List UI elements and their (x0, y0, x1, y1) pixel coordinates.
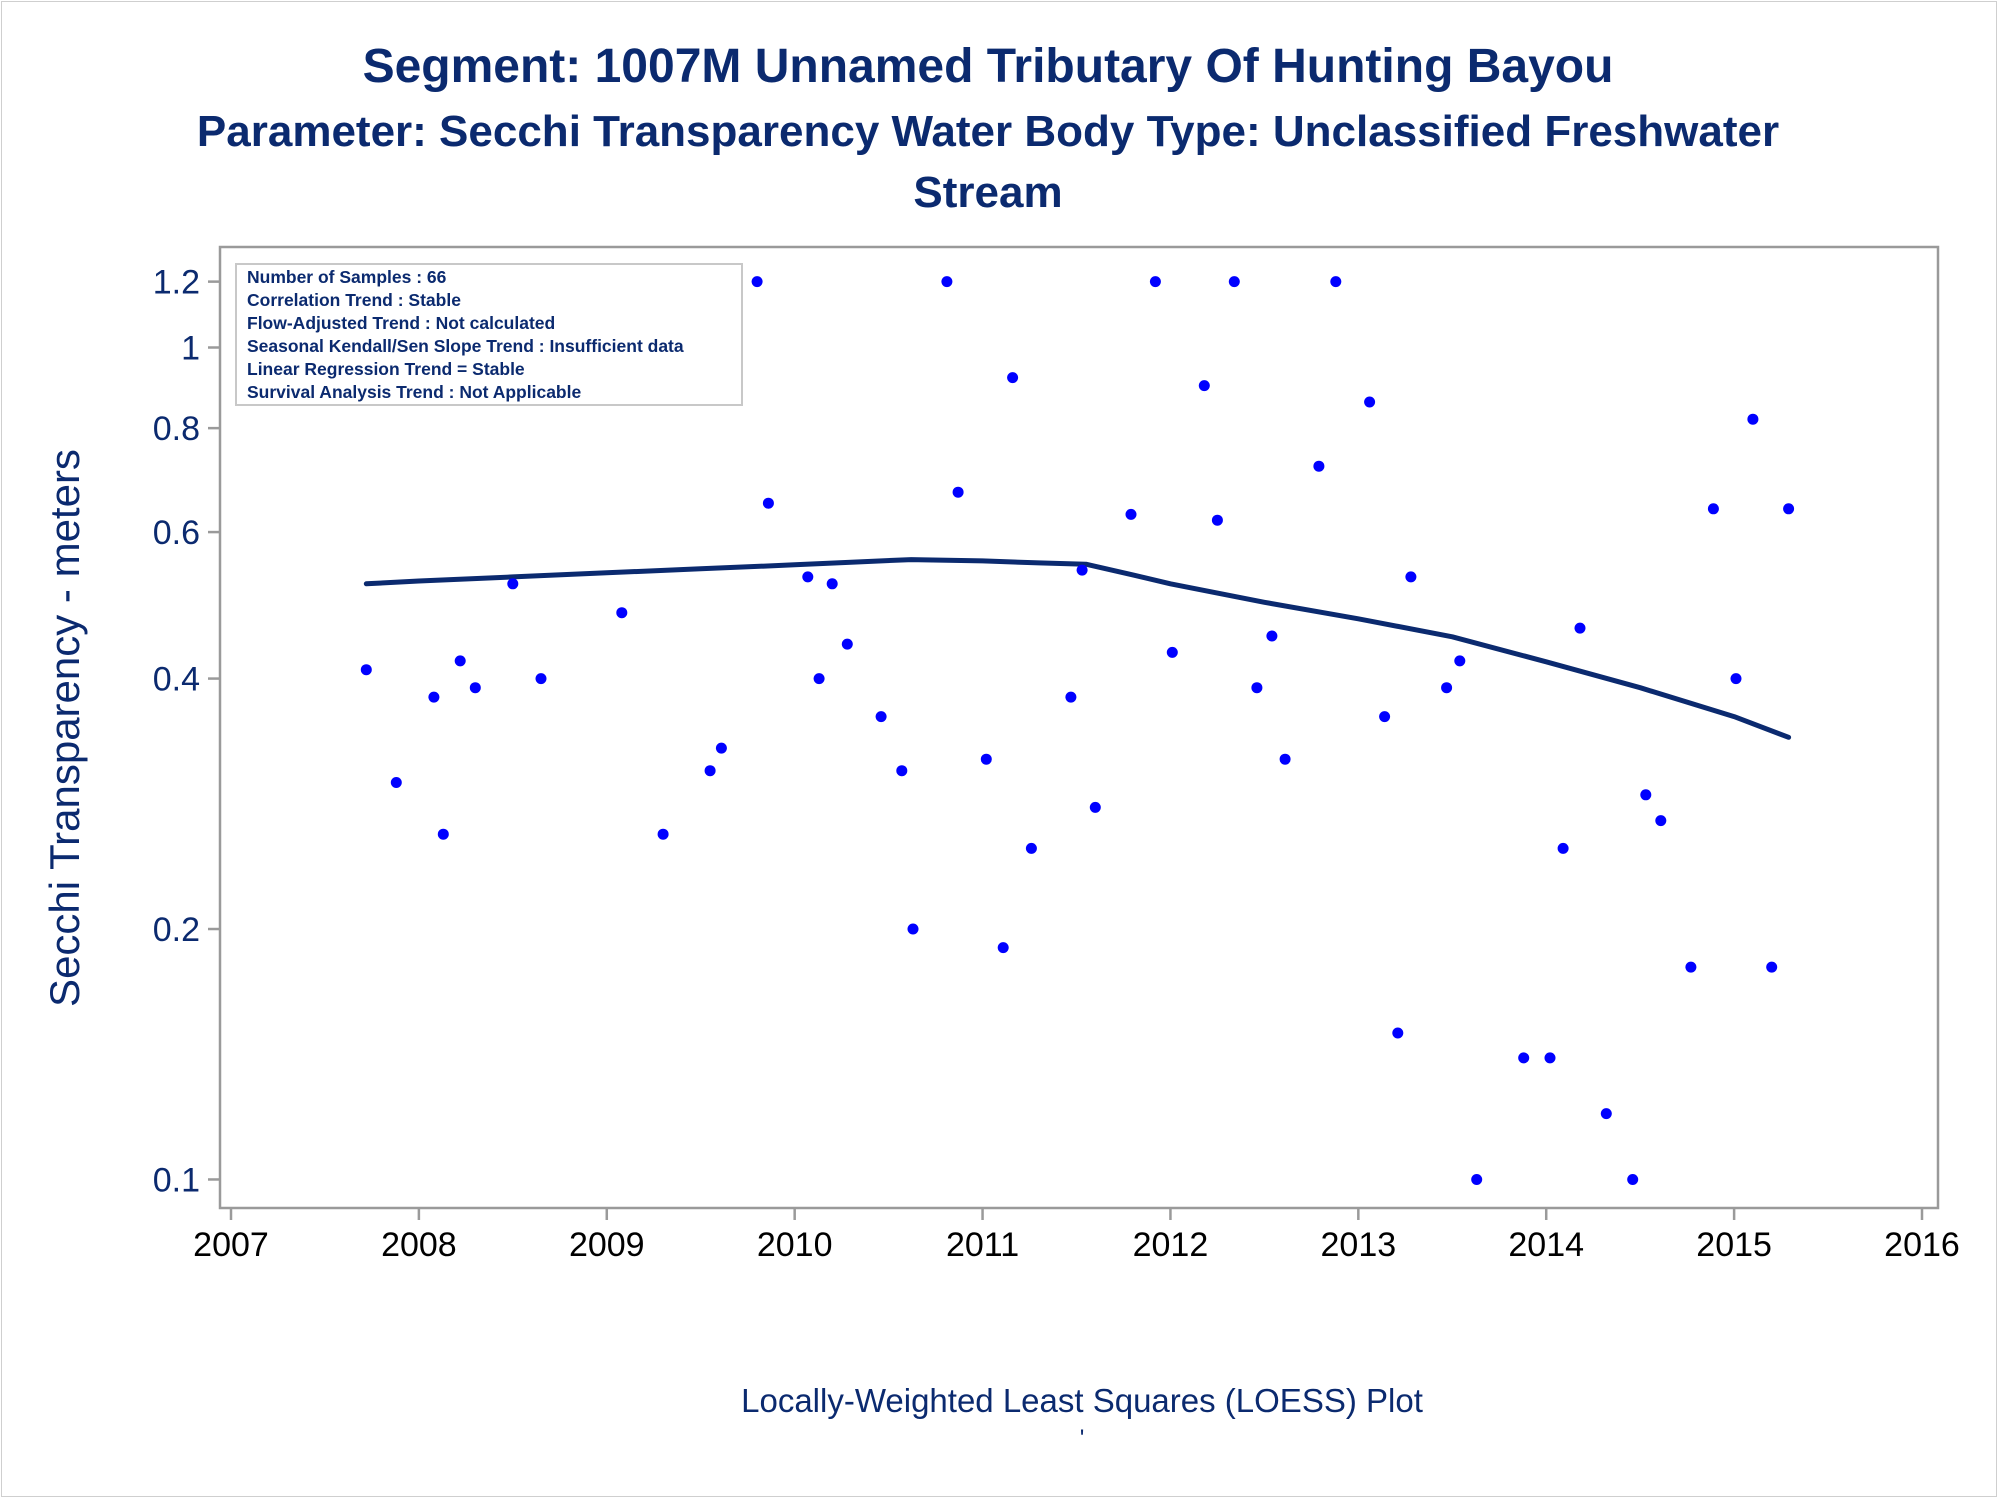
stats-line-seasonal-kendall: Seasonal Kendall/Sen Slope Trend : Insuf… (247, 336, 684, 356)
data-point (507, 578, 519, 590)
data-point (896, 765, 908, 777)
data-point (952, 486, 964, 498)
data-point (1600, 1108, 1612, 1120)
data-point (1251, 682, 1263, 694)
data-point (875, 711, 887, 723)
data-point (1574, 622, 1586, 634)
data-point (1089, 801, 1101, 813)
loess-trend-line (363, 557, 1792, 740)
x-axis-label: Locally-Weighted Least Squares (LOESS) P… (741, 1382, 1423, 1419)
data-point (1454, 655, 1466, 667)
stats-box-border (235, 263, 743, 406)
data-point (1730, 673, 1742, 685)
stats-line-samples: Number of Samples : 66 (247, 267, 447, 287)
x-tick-label: 2014 (1508, 1226, 1584, 1264)
stats-line-linear-regression: Linear Regression Trend = Stable (247, 359, 525, 379)
footnote-mark: ' (1080, 1425, 1085, 1452)
data-point (980, 753, 992, 765)
y-axis-label: Secchi Transparency - meters (41, 449, 88, 1007)
data-point (428, 691, 440, 703)
data-point (437, 828, 449, 840)
data-point (1125, 508, 1137, 520)
stats-line-flow-adjusted: Flow-Adjusted Trend : Not calculated (247, 313, 555, 333)
data-point (1544, 1052, 1556, 1064)
data-point (704, 765, 716, 777)
data-point (1685, 961, 1697, 973)
chart-title: Segment: 1007M Unnamed Tributary Of Hunt… (363, 40, 1614, 93)
data-point (469, 682, 481, 694)
y-axis: 0.1 0.2 0.4 0.6 0.8 1 1.2 (153, 264, 220, 1199)
data-point (1076, 564, 1088, 576)
data-point (1627, 1174, 1639, 1185)
x-axis: 2007 2008 2009 2010 2011 2012 2013 2014 2015 2016 (193, 1208, 1960, 1264)
y-tick-label: 0.1 (153, 1161, 200, 1199)
data-point (616, 607, 628, 619)
data-point (1149, 276, 1161, 288)
data-point (751, 276, 763, 288)
chart-subtitle-line-1: Parameter: Secchi Transparency Water Bod… (197, 107, 1779, 156)
data-point (907, 923, 919, 935)
data-point (1007, 372, 1019, 384)
stats-box: Number of Samples : 66 Correlation Trend… (235, 263, 743, 406)
data-point (535, 673, 547, 685)
data-point (1313, 460, 1325, 472)
data-point (762, 497, 774, 509)
x-tick-label: 2012 (1133, 1226, 1209, 1264)
y-tick-label: 0.4 (153, 661, 200, 699)
x-tick-label: 2009 (569, 1226, 645, 1264)
data-point (1518, 1052, 1530, 1064)
data-point (813, 673, 825, 685)
y-tick-label: 1 (181, 330, 200, 368)
x-tick-label: 2008 (381, 1226, 457, 1264)
data-point (454, 655, 466, 667)
data-point (1166, 646, 1178, 658)
stats-line-survival: Survival Analysis Trend : Not Applicable (247, 382, 581, 402)
y-tick-label: 1.2 (153, 264, 200, 302)
stats-line-correlation: Correlation Trend : Stable (247, 290, 461, 310)
x-tick-label: 2013 (1321, 1226, 1397, 1264)
data-point (1025, 842, 1037, 854)
data-point (657, 828, 669, 840)
data-point (1279, 753, 1291, 765)
data-point (1557, 842, 1569, 854)
y-tick-label: 0.6 (153, 514, 200, 552)
x-tick-label: 2007 (193, 1226, 269, 1264)
data-point (1198, 380, 1210, 392)
data-point (1471, 1174, 1483, 1185)
data-point (1441, 682, 1453, 694)
data-point (360, 664, 372, 676)
data-point (1766, 961, 1778, 973)
data-point (1379, 711, 1391, 723)
x-tick-label: 2016 (1884, 1226, 1960, 1264)
data-point (1747, 413, 1759, 425)
data-point (997, 942, 1009, 954)
x-tick-label: 2015 (1696, 1226, 1772, 1264)
data-point (1640, 789, 1652, 801)
data-point (715, 742, 727, 754)
data-point (1228, 276, 1240, 288)
data-point (826, 578, 838, 590)
data-point (841, 638, 853, 650)
y-tick-label: 0.2 (153, 911, 200, 949)
chart-subtitle-line-2: Stream (913, 168, 1062, 217)
data-point (1655, 815, 1667, 827)
data-point (941, 276, 953, 288)
data-point (1707, 503, 1719, 515)
data-point (1065, 691, 1077, 703)
data-point (1364, 396, 1376, 408)
x-tick-label: 2010 (757, 1226, 833, 1264)
data-point (1405, 571, 1417, 583)
data-point (1211, 514, 1223, 526)
x-tick-label: 2011 (946, 1226, 1019, 1264)
data-point (1330, 276, 1342, 288)
data-point (1392, 1027, 1404, 1039)
plot-area (218, 245, 1940, 1210)
data-point (390, 777, 402, 788)
y-tick-label: 0.8 (153, 410, 200, 448)
data-point (802, 571, 814, 583)
data-point (1783, 503, 1795, 515)
data-point (1266, 630, 1278, 642)
